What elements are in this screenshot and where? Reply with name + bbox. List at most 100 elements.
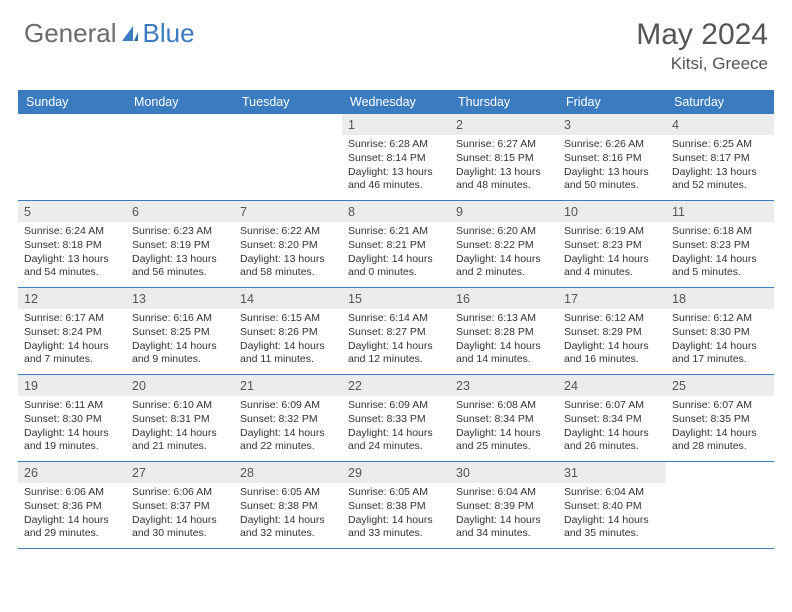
day-cell: 9Sunrise: 6:20 AMSunset: 8:22 PMDaylight… <box>450 201 558 287</box>
day-cell: 15Sunrise: 6:14 AMSunset: 8:27 PMDayligh… <box>342 288 450 374</box>
daylight-text: Daylight: 14 hours <box>456 340 552 354</box>
logo-sail-icon <box>119 23 141 45</box>
sunrise-text: Sunrise: 6:28 AM <box>348 138 444 152</box>
day-cell: 22 Sunrise: 6:09 AMSunset: 8:33 PMDayligh… <box>342 375 450 461</box>
logo: General Blue <box>24 18 195 49</box>
page-title: May 2024 <box>636 18 768 52</box>
sunset-text: Sunset: 8:33 PM <box>348 413 444 427</box>
sunset-text: Sunset: 8:30 PM <box>672 326 768 340</box>
day-number: 29 <box>342 462 450 483</box>
calendar-week: 5 Sunrise: 6:24 AMSunset: 8:18 PM Daylight… <box>18 201 774 288</box>
sunset-text: Sunset: 8:27 PM <box>348 326 444 340</box>
sunset-text: Sunset: 8:28 PM <box>456 326 552 340</box>
day-number: 6 <box>126 201 234 222</box>
sunset-text: Sunset: 8:18 PM <box>24 239 120 253</box>
sunrise-text: Sunrise: 6:23 AM <box>132 225 228 239</box>
sunset-text: Sunset: 8:34 PM <box>456 413 552 427</box>
day-cell: 28Sunrise: 6:05 AMSunset: 8:38 PMDayligh… <box>234 462 342 548</box>
day-cell: 11Sunrise: 6:18 AMSunset: 8:23 PMDayligh… <box>666 201 774 287</box>
day-number: 30 <box>450 462 558 483</box>
sunset-text: Sunset: 8:26 PM <box>240 326 336 340</box>
day-header: Wednesday <box>342 90 450 114</box>
daylight-text: and 25 minutes. <box>456 440 552 454</box>
sunset-text: Sunset: 8:40 PM <box>564 500 660 514</box>
day-header: Saturday <box>666 90 774 114</box>
day-headers-row: SundayMondayTuesdayWednesdayThursdayFrid… <box>18 90 774 114</box>
daylight-text: Daylight: 13 hours <box>348 166 444 180</box>
day-cell: 1Sunrise: 6:28 AMSunset: 8:14 PMDaylight… <box>342 114 450 200</box>
day-number: 22 <box>342 375 450 396</box>
sunset-text: Sunset: 8:14 PM <box>348 152 444 166</box>
daylight-text: and 29 minutes. <box>24 527 120 541</box>
day-header: Tuesday <box>234 90 342 114</box>
day-number: 17 <box>558 288 666 309</box>
sunset-text: Sunset: 8:21 PM <box>348 239 444 253</box>
daylight-text: Daylight: 14 hours <box>132 340 228 354</box>
daylight-text: and 11 minutes. <box>240 353 336 367</box>
daylight-text: Daylight: 13 hours <box>672 166 768 180</box>
daylight-text: Daylight: 13 hours <box>132 253 228 267</box>
day-cell: 7Sunrise: 6:22 AMSunset: 8:20 PMDaylight… <box>234 201 342 287</box>
sunset-text: Sunset: 8:38 PM <box>348 500 444 514</box>
sunrise-text: Sunrise: 6:05 AM <box>240 486 336 500</box>
sunset-text: Sunset: 8:29 PM <box>564 326 660 340</box>
calendar-weeks: 1Sunrise: 6:28 AMSunset: 8:14 PMDaylight… <box>18 114 774 549</box>
sunset-text: Sunset: 8:35 PM <box>672 413 768 427</box>
sunrise-text: Sunrise: 6:24 AM <box>24 225 120 239</box>
day-number: 3 <box>558 114 666 135</box>
day-header: Monday <box>126 90 234 114</box>
sunrise-text: Sunrise: 6:19 AM <box>564 225 660 239</box>
sunrise-text: Sunrise: 6:09 AM <box>240 399 336 413</box>
sunrise-text: Sunrise: 6:09 AM <box>348 399 444 413</box>
sunrise-text: Sunrise: 6:11 AM <box>24 399 120 413</box>
calendar-week: 1Sunrise: 6:28 AMSunset: 8:14 PMDaylight… <box>18 114 774 201</box>
daylight-text: Daylight: 14 hours <box>672 253 768 267</box>
daylight-text: Daylight: 14 hours <box>672 427 768 441</box>
daylight-text: and 32 minutes. <box>240 527 336 541</box>
day-number <box>126 114 234 135</box>
sunset-text: Sunset: 8:23 PM <box>564 239 660 253</box>
daylight-text: Daylight: 14 hours <box>564 340 660 354</box>
daylight-text: and 21 minutes. <box>132 440 228 454</box>
day-number: 5 <box>18 201 126 222</box>
daylight-text: Daylight: 14 hours <box>240 427 336 441</box>
day-number: 15 <box>342 288 450 309</box>
day-cell <box>234 114 342 200</box>
day-number: 25 <box>666 375 774 396</box>
day-number: 28 <box>234 462 342 483</box>
daylight-text: and 50 minutes. <box>564 179 660 193</box>
sunset-text: Sunset: 8:22 PM <box>456 239 552 253</box>
sunset-text: Sunset: 8:16 PM <box>564 152 660 166</box>
daylight-text: and 34 minutes. <box>456 527 552 541</box>
day-cell: 29Sunrise: 6:05 AMSunset: 8:38 PMDayligh… <box>342 462 450 548</box>
day-cell: 2Sunrise: 6:27 AMSunset: 8:15 PMDaylight… <box>450 114 558 200</box>
daylight-text: Daylight: 14 hours <box>348 427 444 441</box>
day-header: Sunday <box>18 90 126 114</box>
day-cell: 16Sunrise: 6:13 AMSunset: 8:28 PMDayligh… <box>450 288 558 374</box>
sunset-text: Sunset: 8:31 PM <box>132 413 228 427</box>
daylight-text: and 33 minutes. <box>348 527 444 541</box>
day-number <box>18 114 126 135</box>
day-number: 4 <box>666 114 774 135</box>
daylight-text: and 52 minutes. <box>672 179 768 193</box>
sunrise-text: Sunrise: 6:25 AM <box>672 138 768 152</box>
title-block: May 2024 Kitsi, Greece <box>636 18 768 74</box>
day-header: Friday <box>558 90 666 114</box>
daylight-text: and 58 minutes. <box>240 266 336 280</box>
sunset-text: Sunset: 8:30 PM <box>24 413 120 427</box>
daylight-text: and 14 minutes. <box>456 353 552 367</box>
day-cell: 27Sunrise: 6:06 AMSunset: 8:37 PMDayligh… <box>126 462 234 548</box>
daylight-text: and 9 minutes. <box>132 353 228 367</box>
calendar-week: 19Sunrise: 6:11 AMSunset: 8:30 PMDayligh… <box>18 375 774 462</box>
day-number: 2 <box>450 114 558 135</box>
daylight-text: Daylight: 14 hours <box>132 427 228 441</box>
daylight-text: Daylight: 13 hours <box>240 253 336 267</box>
sunrise-text: Sunrise: 6:07 AM <box>564 399 660 413</box>
day-cell: 19Sunrise: 6:11 AMSunset: 8:30 PMDayligh… <box>18 375 126 461</box>
day-cell: 12Sunrise: 6:17 AMSunset: 8:24 PMDayligh… <box>18 288 126 374</box>
day-number: 24 <box>558 375 666 396</box>
day-cell: 8Sunrise: 6:21 AMSunset: 8:21 PMDaylight… <box>342 201 450 287</box>
day-number: 9 <box>450 201 558 222</box>
daylight-text: and 22 minutes. <box>240 440 336 454</box>
sunset-text: Sunset: 8:17 PM <box>672 152 768 166</box>
